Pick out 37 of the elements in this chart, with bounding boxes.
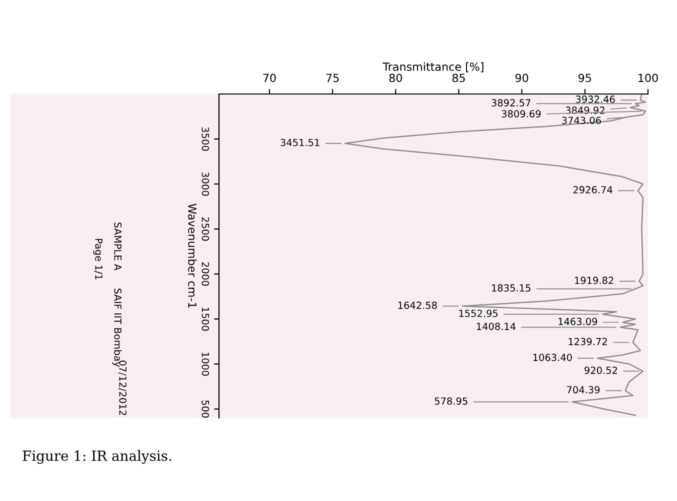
y-tick-label: 3500 — [202, 127, 210, 151]
y-tick-label: 500 — [202, 400, 210, 418]
text: Page 1/1 — [93, 238, 102, 280]
y-tick-label: 1500 — [202, 308, 210, 331]
annotation: 704.39 — [567, 386, 600, 394]
annotation: 1552.95 — [459, 310, 498, 318]
x-tick-label: 90 — [515, 74, 528, 82]
annotation: 1063.40 — [533, 354, 572, 362]
y-axis-title: Wavenumber cm-1 — [188, 204, 197, 308]
annotation: 3743.06 — [562, 116, 601, 124]
x-tick-label: 70 — [263, 74, 276, 82]
annotation: 3892.57 — [492, 99, 530, 106]
y-tick-label: 3000 — [202, 172, 210, 196]
x-tick-label: 100 — [638, 74, 658, 82]
x-tick-label: 75 — [326, 74, 339, 82]
text: SAMPLE A — [114, 222, 122, 270]
x-tick-label: 85 — [452, 74, 465, 82]
annotation: 1463.09 — [558, 318, 598, 326]
x-tick-label: 80 — [389, 74, 402, 82]
x-axis-title: Transmittance [%] — [382, 62, 484, 72]
annotation: 1835.15 — [492, 284, 530, 292]
annotation: 3809.69 — [502, 110, 541, 118]
annotation: 2926.74 — [573, 186, 612, 194]
annotation: 578.95 — [434, 397, 468, 405]
y-tick-label: 2000 — [202, 262, 210, 286]
annotation: 1239.72 — [568, 338, 607, 346]
annotation: 1642.58 — [398, 302, 437, 309]
line-series — [344, 94, 646, 416]
x-tick-label: 95 — [578, 74, 592, 82]
y-tick-label: 2500 — [202, 217, 210, 241]
annotation: 3932.46 — [576, 96, 615, 103]
caption: Figure 1: IR analysis. — [22, 450, 172, 464]
annotation: 3451.51 — [280, 138, 320, 146]
annotation: 1408.14 — [476, 322, 516, 330]
annotation: 1919.82 — [575, 276, 614, 284]
annotation: 920.52 — [584, 366, 617, 374]
y-tick-label: 1000 — [202, 352, 210, 376]
